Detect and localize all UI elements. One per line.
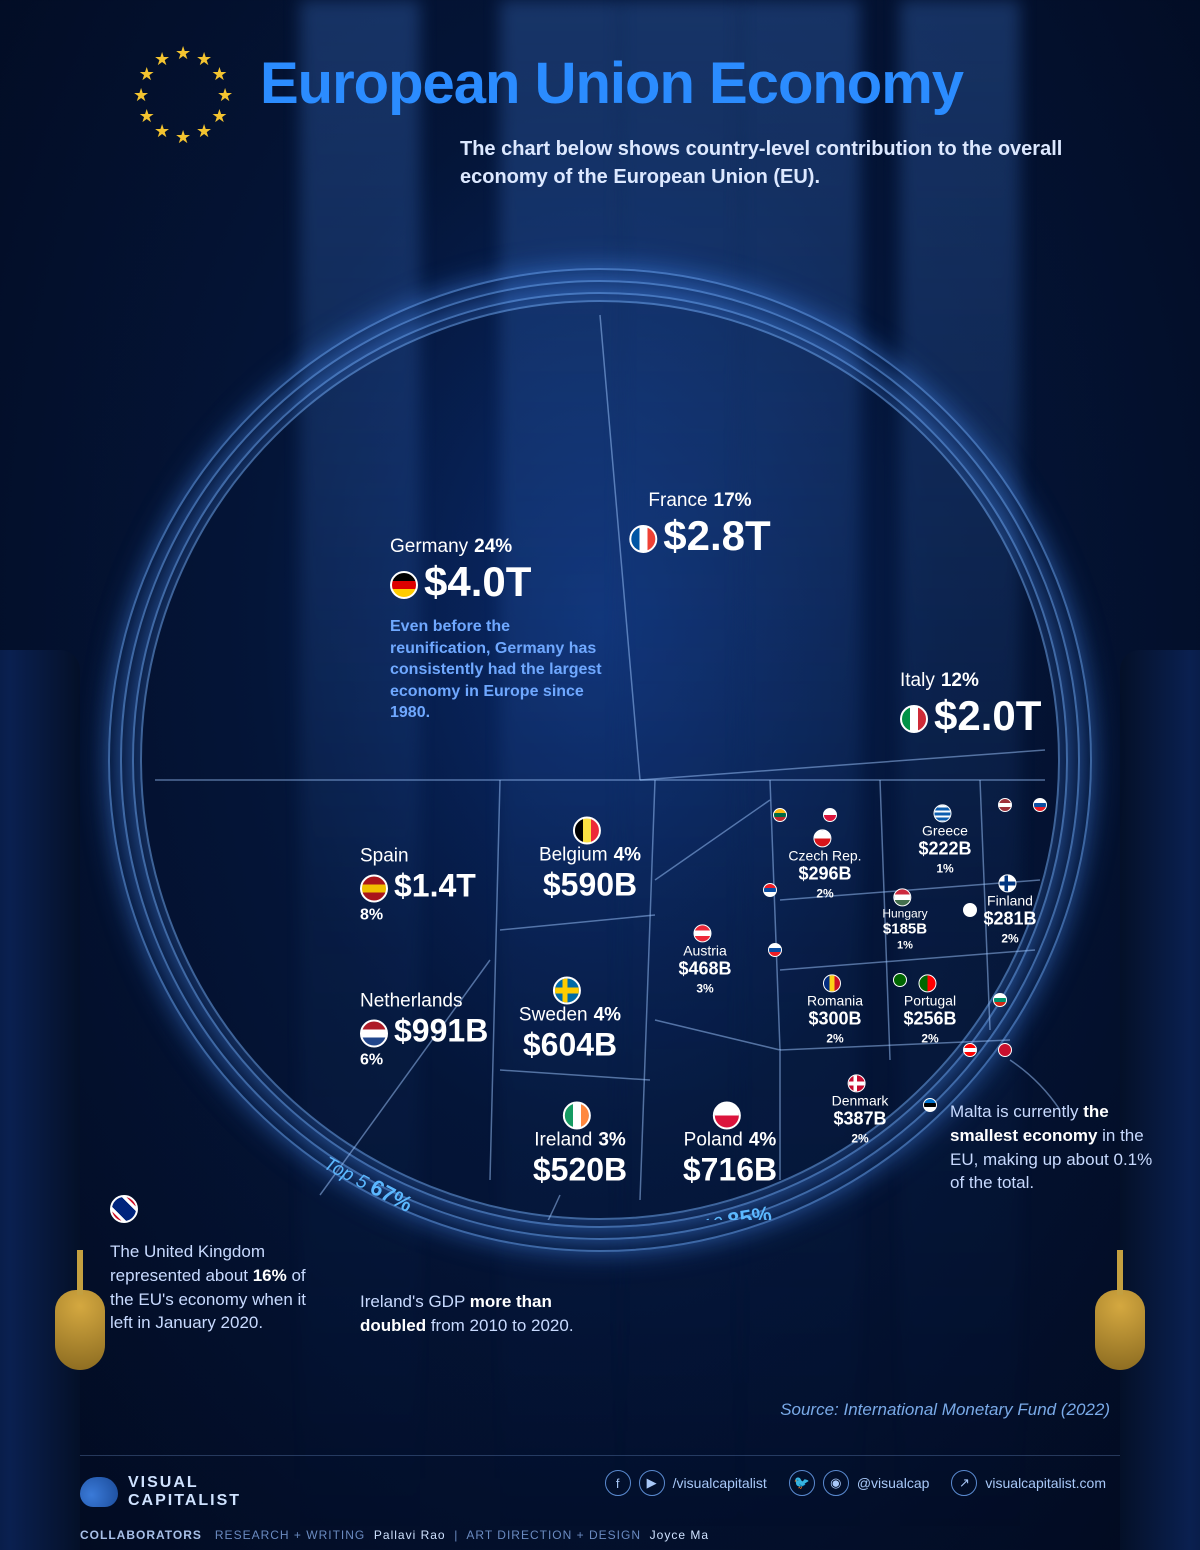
flag-marker <box>998 1043 1012 1057</box>
country-denmark: Denmark$387B2% <box>832 1074 889 1145</box>
country-italy: Italy12%$2.0T <box>900 670 1041 740</box>
eu-stars-icon: ★★★★★★★★★★★★ <box>130 40 240 150</box>
country-romania: Romania$300B2% <box>807 974 863 1045</box>
curtain-left <box>0 650 80 1550</box>
flag-marker <box>963 903 977 917</box>
uk-flag-icon <box>110 1195 144 1223</box>
footer: VISUAL CAPITALIST f ▶ /visualcapitalist 🐦 ◉ @… <box>80 1455 1120 1510</box>
country-netherlands: Netherlands$991B6% <box>360 991 488 1070</box>
social-icon[interactable]: ◉ <box>823 1470 849 1496</box>
flag-marker <box>893 973 907 987</box>
subtitle: The chart below shows country-level cont… <box>460 135 1120 191</box>
svg-text:Top 5 67%: Top 5 67% <box>320 1150 417 1217</box>
svg-text:Top 10 85%: Top 10 85% <box>664 1201 773 1220</box>
source-text: Source: International Monetary Fund (202… <box>780 1400 1110 1420</box>
flag-marker <box>768 943 782 957</box>
country-hungary: Hungary$185B1% <box>882 888 927 951</box>
flag-marker <box>963 1043 977 1057</box>
voronoi-svg: Top 3 53% Top 5 67% Top 10 85% <box>140 300 1060 1220</box>
tassel-left <box>55 1290 105 1370</box>
social-label: @visualcap <box>857 1475 930 1491</box>
page-title: European Union Economy <box>260 50 1120 117</box>
brand-cloud-icon <box>80 1477 118 1507</box>
country-portugal: Portugal$256B2% <box>903 974 956 1045</box>
brand-text-1: VISUAL <box>128 1474 241 1492</box>
brand-text-2: CAPITALIST <box>128 1492 241 1510</box>
social-icon[interactable]: 🐦 <box>789 1470 815 1496</box>
flag-marker <box>998 798 1012 812</box>
social-links: f ▶ /visualcapitalist 🐦 ◉ @visualcap ↗ visualca… <box>605 1470 1120 1496</box>
voronoi-chart: Top 3 53% Top 5 67% Top 10 85% Germany24… <box>140 300 1060 1220</box>
annotation-uk: The United Kingdom represented about 16%… <box>110 1240 330 1335</box>
country-ireland: Ireland3%$520B <box>533 1102 627 1189</box>
country-poland: Poland4%$716B <box>683 1102 777 1189</box>
country-belgium: Belgium4%$590B <box>539 817 641 904</box>
country-germany: Germany24%$4.0TEven before the reunifica… <box>390 536 610 724</box>
flag-marker <box>773 808 787 822</box>
social-label: /visualcapitalist <box>673 1475 767 1491</box>
tassel-right <box>1095 1290 1145 1370</box>
country-spain: Spain$1.4T8% <box>360 846 476 925</box>
header: ★★★★★★★★★★★★ European Union Economy The … <box>130 50 1120 191</box>
country-france: France17%$2.8T <box>629 490 770 560</box>
annotation-malta: Malta is currently the smallest economy … <box>950 1100 1170 1195</box>
social-icon[interactable]: f <box>605 1470 631 1496</box>
flag-marker <box>923 1098 937 1112</box>
flag-marker <box>1033 798 1047 812</box>
collaborators-line: COLLABORATORS RESEARCH + WRITING Pallavi… <box>80 1528 709 1542</box>
flag-marker <box>993 993 1007 1007</box>
social-label: visualcapitalist.com <box>985 1475 1106 1491</box>
annotation-ireland: Ireland's GDP more than doubled from 201… <box>360 1290 580 1338</box>
flag-marker <box>823 808 837 822</box>
country-greece: Greece$222B1% <box>918 804 971 875</box>
country-finland: Finland$281B2% <box>983 874 1036 945</box>
country-sweden: Sweden4%$604B <box>519 977 621 1064</box>
flag-marker <box>763 883 777 897</box>
country-czech-rep-: Czech Rep.$296B2% <box>788 829 861 900</box>
social-icon[interactable]: ↗ <box>951 1470 977 1496</box>
social-icon[interactable]: ▶ <box>639 1470 665 1496</box>
country-austria: Austria$468B3% <box>678 924 731 995</box>
